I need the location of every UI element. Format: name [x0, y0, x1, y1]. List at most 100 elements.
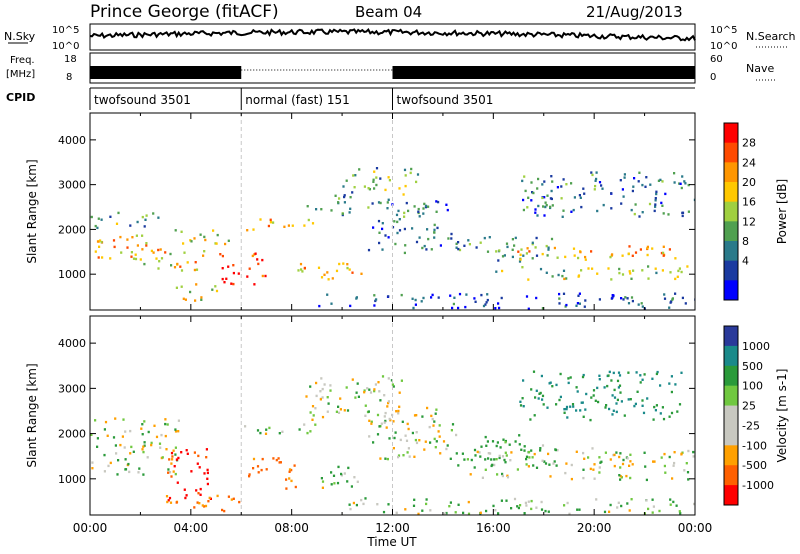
echo-cell [319, 390, 322, 393]
echo-cell [547, 452, 550, 456]
echo-cell [212, 229, 215, 232]
echo-cell [208, 496, 211, 500]
echo-cell [371, 202, 374, 205]
echo-cell [501, 472, 504, 476]
echo-cell [143, 225, 146, 228]
echo-cell [592, 389, 596, 392]
echo-cell [658, 509, 661, 513]
echo-cell [661, 406, 664, 409]
echo-cell [370, 420, 373, 423]
echo-cell [311, 405, 315, 408]
echo-cell [633, 177, 636, 180]
echo-cell [651, 511, 654, 514]
echo-cell [606, 384, 609, 388]
echo-cell [457, 464, 460, 467]
echo-cell [451, 423, 455, 426]
echo-cell [158, 442, 162, 445]
echo-cell [541, 394, 545, 398]
echo-cell [392, 385, 395, 388]
echo-cell [175, 458, 178, 461]
echo-cell [670, 390, 673, 394]
echo-cell [647, 507, 650, 511]
echo-cell [397, 455, 400, 459]
noise-left-tick-hi: 10^5 [52, 25, 79, 36]
echo-cell [578, 508, 581, 511]
echo-cell [206, 468, 209, 472]
echo-cell [623, 173, 626, 176]
echo-cell [524, 189, 527, 193]
echo-cell [415, 240, 419, 244]
echo-cell [560, 197, 563, 200]
x-axis-title: Time UT [366, 535, 417, 549]
echo-cell [348, 268, 351, 271]
echo-cell [623, 414, 626, 417]
echo-cell [309, 385, 312, 388]
echo-cell [404, 508, 407, 511]
echo-cell [159, 446, 162, 449]
echo-cell [479, 511, 482, 514]
echo-cell [260, 468, 263, 472]
colorbar-swatch [724, 162, 738, 183]
echo-cell [449, 501, 452, 504]
echo-cell [565, 462, 568, 465]
echo-cell [550, 175, 553, 178]
echo-cell [101, 256, 104, 259]
echo-cell [342, 185, 345, 188]
echo-cell [642, 411, 646, 415]
echo-cell [393, 220, 396, 223]
echo-cell [372, 441, 375, 444]
echo-cell [485, 301, 488, 304]
echo-cell [547, 510, 550, 513]
x-tick-label: 20:00 [577, 521, 612, 535]
echo-cell [559, 395, 562, 399]
echo-cell [206, 482, 209, 486]
echo-cell [468, 243, 471, 246]
echo-cell [176, 262, 179, 266]
echo-cell [669, 503, 672, 506]
echo-cell [259, 431, 262, 435]
echo-cell [417, 207, 420, 211]
echo-cell [561, 274, 564, 278]
echo-cell [454, 511, 457, 514]
echo-cell [104, 420, 108, 424]
echo-cell [421, 415, 424, 418]
echo-cell [434, 446, 437, 449]
echo-cell [536, 214, 539, 217]
echo-cell [383, 394, 386, 397]
echo-cell [253, 283, 256, 286]
echo-cell [541, 459, 544, 462]
echo-cell [498, 454, 501, 458]
echo-cell [214, 285, 217, 288]
echo-cell [535, 254, 539, 257]
echo-cell [506, 245, 509, 249]
echo-cell [100, 240, 103, 244]
echo-cell [447, 237, 450, 240]
echo-cell [521, 179, 524, 183]
echo-cell [394, 431, 397, 434]
echo-cell [117, 459, 120, 462]
echo-cell [351, 191, 354, 194]
echo-cell [546, 254, 549, 257]
echo-cell [617, 371, 621, 374]
echo-cell [143, 444, 146, 447]
echo-cell [334, 194, 337, 197]
echo-cell [332, 474, 336, 477]
echo-cell [409, 171, 412, 175]
echo-cell [444, 512, 447, 515]
echo-cell [225, 277, 228, 280]
echo-cell [397, 409, 400, 413]
echo-cell [252, 228, 255, 231]
echo-cell [521, 397, 524, 400]
echo-cell [556, 449, 559, 452]
echo-cell [195, 489, 198, 492]
echo-cell [103, 453, 106, 457]
echo-cell [604, 406, 607, 409]
echo-cell [248, 473, 251, 476]
echo-cell [397, 412, 400, 415]
echo-cell [395, 410, 398, 413]
echo-cell [378, 390, 381, 393]
echo-cell [662, 251, 665, 255]
echo-cell [534, 246, 537, 249]
echo-cell [670, 300, 673, 303]
echo-cell [641, 211, 644, 214]
